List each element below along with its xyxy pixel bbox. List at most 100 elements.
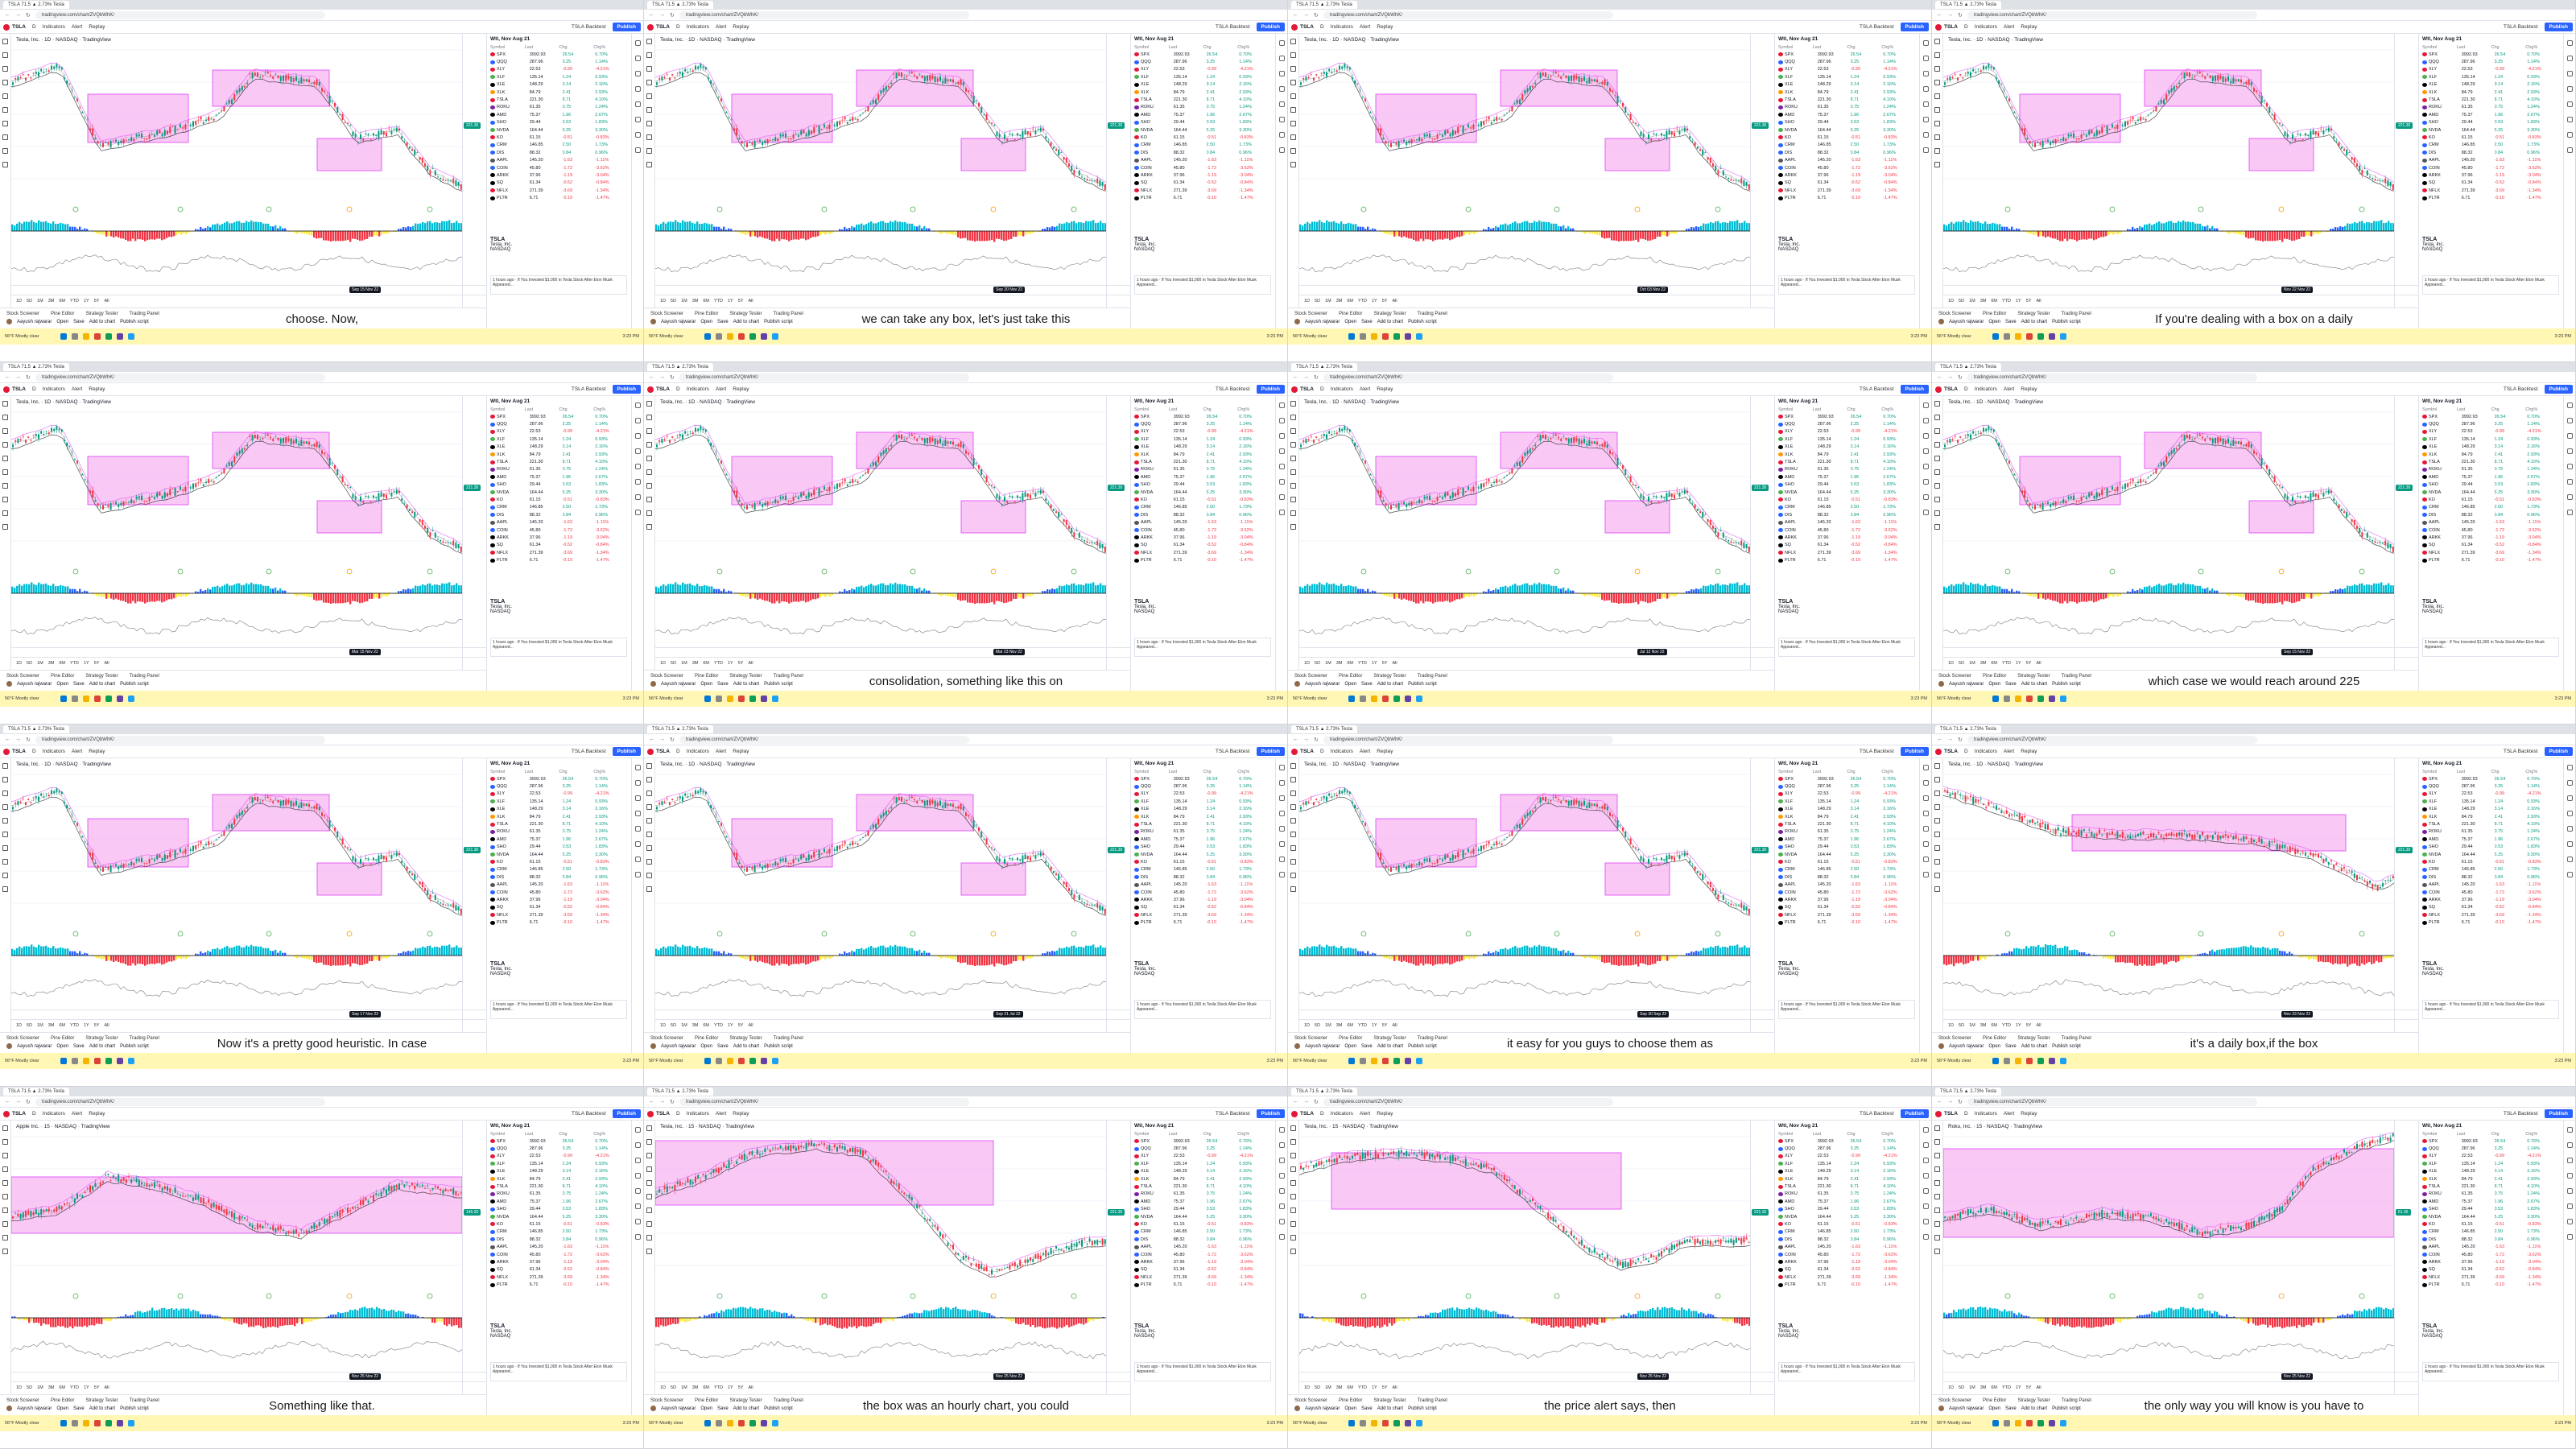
watchlist-row[interactable]: XLY 22.53 -0.99 -4.21% bbox=[1131, 66, 1275, 73]
range-button-1d[interactable]: 1D bbox=[1304, 298, 1311, 303]
watchlist-row[interactable]: AAPL 145.20 -1.63 -1.11% bbox=[1131, 156, 1275, 163]
watchlist-title[interactable]: Wtl, Nov Aug 21 bbox=[1134, 36, 1174, 42]
interval-button[interactable]: D bbox=[1963, 24, 1968, 30]
consolidation-box[interactable] bbox=[960, 138, 1026, 171]
indicators-button[interactable]: Indicators bbox=[42, 386, 65, 392]
interval-button[interactable]: D bbox=[31, 24, 36, 30]
crosshair-tool-icon[interactable] bbox=[2, 39, 8, 44]
watchlist-row[interactable]: NVDA 164.44 5.25 3.30% bbox=[1775, 126, 1919, 134]
watchlist-row[interactable]: XLF 135.14 1.24 0.93% bbox=[1131, 436, 1275, 443]
notifications-icon[interactable] bbox=[1279, 147, 1285, 153]
reload-icon[interactable]: ↻ bbox=[26, 12, 31, 19]
layout-name[interactable]: TSLA Backtest bbox=[571, 24, 606, 30]
bottom-tab[interactable]: Stock Screener bbox=[650, 674, 684, 679]
script-action-button[interactable]: Add to chart bbox=[1377, 319, 1404, 324]
watchlist-row[interactable]: QQQ 287.96 3.25 1.14% bbox=[1131, 420, 1275, 427]
range-button-1m[interactable]: 1M bbox=[1969, 298, 1975, 303]
range-button-1m[interactable]: 1M bbox=[37, 298, 43, 303]
watchlist-row[interactable]: COIN 45.80 -1.72 -3.62% bbox=[487, 164, 631, 171]
notifications-icon[interactable] bbox=[635, 510, 641, 515]
browser-tab[interactable]: TSLA 71.5 ▲ 2.73% Tesla bbox=[1291, 363, 1357, 371]
app-icon[interactable] bbox=[1393, 333, 1400, 340]
alerts-icon[interactable] bbox=[635, 56, 641, 61]
hotlist-icon[interactable] bbox=[1923, 86, 1929, 92]
file-explorer-icon[interactable] bbox=[1370, 333, 1377, 340]
consolidation-box[interactable] bbox=[316, 500, 382, 534]
watchlist-column-header[interactable]: Chg bbox=[559, 407, 568, 412]
watchlist-row[interactable]: SQ 61.34 -0.52 -0.84% bbox=[487, 542, 631, 549]
watchlist-column-header[interactable]: Chg bbox=[1847, 44, 1856, 50]
measure-tool-icon[interactable] bbox=[1934, 121, 1940, 126]
alert-button[interactable]: Alert bbox=[71, 24, 83, 30]
symbol-search[interactable]: TSLA bbox=[1291, 23, 1314, 31]
watchlist-row[interactable]: SHO 29.44 0.53 1.83% bbox=[1131, 481, 1275, 489]
watchlist-row[interactable]: SQ 61.34 -0.52 -0.84% bbox=[2419, 180, 2563, 187]
forward-icon[interactable]: → bbox=[659, 12, 665, 18]
app-icon[interactable] bbox=[127, 696, 134, 702]
watchlist-row[interactable]: XLK 84.79 2.41 2.93% bbox=[487, 89, 631, 96]
publish-button[interactable]: Publish bbox=[1900, 23, 1929, 31]
zoom-tool-icon[interactable] bbox=[1290, 134, 1296, 140]
watchlist-row[interactable]: AMD 75.37 1.96 2.67% bbox=[487, 473, 631, 481]
data-window-icon[interactable] bbox=[1279, 433, 1285, 439]
script-action-button[interactable]: Open bbox=[700, 319, 713, 324]
forward-icon[interactable]: → bbox=[1303, 374, 1309, 380]
watchlist-row[interactable]: DIS 88.32 0.84 0.96% bbox=[487, 511, 631, 518]
range-button-ytd[interactable]: YTD bbox=[713, 298, 723, 303]
trendline-tool-icon[interactable] bbox=[1934, 52, 1940, 58]
trash-tool-icon[interactable] bbox=[2, 162, 8, 167]
watchlist-row[interactable]: SHO 29.44 0.53 1.83% bbox=[487, 119, 631, 126]
chrome-icon[interactable] bbox=[2025, 333, 2033, 340]
bottom-tab[interactable]: Stock Screener bbox=[1294, 312, 1328, 316]
script-action-button[interactable]: Publish script bbox=[120, 681, 149, 687]
text-tool-icon[interactable] bbox=[646, 456, 652, 461]
watchlist-row[interactable]: CRM 146.85 2.50 1.73% bbox=[1775, 142, 1919, 149]
watchlist-row[interactable]: ARKK 37.96 -1.19 -3.04% bbox=[1131, 534, 1275, 541]
news-item[interactable]: 1 hours ago · If You Invested $1,000 in … bbox=[1134, 638, 1271, 657]
price-axis[interactable]: 221.30 bbox=[1106, 396, 1130, 670]
search-icon[interactable] bbox=[2003, 333, 2010, 340]
bottom-tab[interactable]: Trading Panel bbox=[129, 674, 159, 679]
consolidation-box[interactable] bbox=[316, 138, 382, 171]
bottom-tab[interactable]: Trading Panel bbox=[129, 312, 159, 316]
range-button-3m[interactable]: 3M bbox=[47, 298, 55, 303]
trendline-tool-icon[interactable] bbox=[2, 415, 8, 420]
watchlist-row[interactable]: QQQ 287.96 3.25 1.14% bbox=[487, 58, 631, 65]
watchlist-row[interactable]: KO 61.15 -0.51 -0.83% bbox=[1131, 496, 1275, 503]
fib-tool-icon[interactable] bbox=[1290, 66, 1296, 72]
weather-widget[interactable]: 56°F Mostly clear bbox=[649, 334, 683, 339]
price-axis[interactable]: 221.30 bbox=[462, 34, 486, 308]
script-action-button[interactable]: Publish script bbox=[1408, 319, 1437, 324]
zoom-tool-icon[interactable] bbox=[1290, 497, 1296, 502]
file-explorer-icon[interactable] bbox=[726, 333, 733, 340]
search-icon[interactable] bbox=[71, 696, 78, 702]
symbol-search[interactable]: TSLA bbox=[647, 23, 670, 31]
bottom-tab[interactable]: Strategy Tester bbox=[2017, 312, 2050, 316]
watchlist-row[interactable]: NFLX 271.39 -3.69 -1.34% bbox=[1131, 549, 1275, 556]
bottom-tab[interactable]: Pine Editor bbox=[51, 312, 75, 316]
range-button-5y[interactable]: 5Y bbox=[93, 660, 100, 666]
price-axis[interactable]: 221.30 bbox=[1106, 34, 1130, 308]
watchlist-row[interactable]: SPX 3992.93 26.54 0.70% bbox=[1131, 413, 1275, 420]
range-button-1y[interactable]: 1Y bbox=[83, 660, 89, 666]
alert-button[interactable]: Alert bbox=[1359, 386, 1371, 392]
watchlist-row[interactable]: COIN 45.80 -1.72 -3.62% bbox=[1131, 526, 1275, 534]
watchlist-row[interactable]: AAPL 145.20 -1.63 -1.11% bbox=[2419, 156, 2563, 163]
trendline-tool-icon[interactable] bbox=[646, 52, 652, 58]
range-button-all[interactable]: All bbox=[1392, 298, 1397, 303]
app-icon[interactable] bbox=[771, 333, 778, 340]
watchlist-icon[interactable] bbox=[1279, 40, 1285, 46]
watchlist-row[interactable]: COIN 45.80 -1.72 -3.62% bbox=[487, 526, 631, 534]
range-button-6m[interactable]: 6M bbox=[59, 298, 65, 303]
watchlist-column-header[interactable]: Last bbox=[1168, 44, 1178, 50]
range-button-5d[interactable]: 5D bbox=[1315, 298, 1321, 303]
alerts-icon[interactable] bbox=[1279, 56, 1285, 61]
app-icon[interactable] bbox=[760, 333, 767, 340]
forward-icon[interactable]: → bbox=[659, 374, 665, 380]
chrome-icon[interactable] bbox=[93, 696, 101, 702]
news-item[interactable]: 1 hours ago · If You Invested $1,000 in … bbox=[490, 275, 627, 295]
consolidation-box[interactable] bbox=[1375, 456, 1477, 506]
alert-button[interactable]: Alert bbox=[715, 24, 727, 30]
magnet-tool-icon[interactable] bbox=[2, 510, 8, 516]
bottom-tab[interactable]: Strategy Tester bbox=[729, 674, 762, 679]
